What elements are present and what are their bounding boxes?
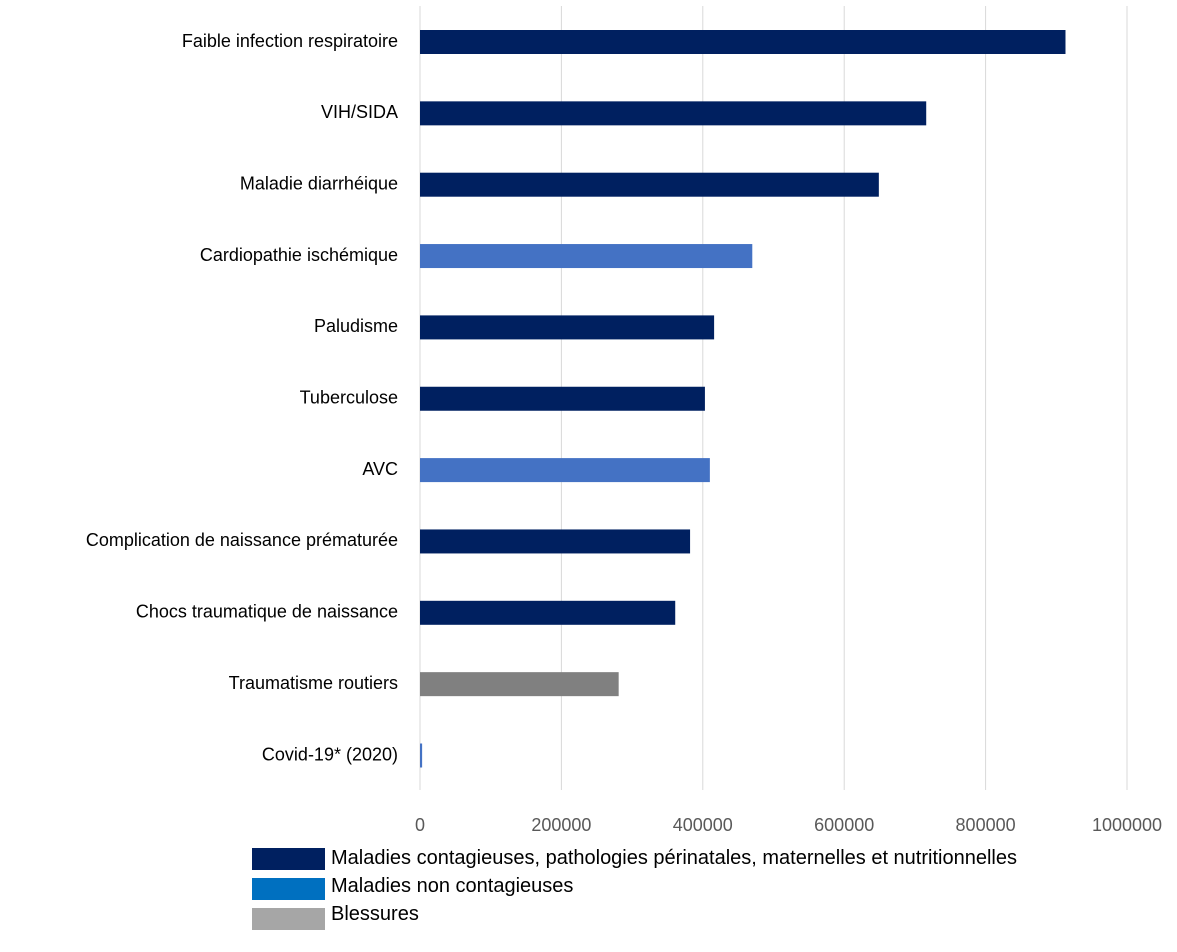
y-tick-label: VIH/SIDA — [321, 102, 398, 122]
y-tick-label: Covid-19* (2020) — [262, 744, 398, 764]
legend-swatch — [252, 908, 325, 930]
bar — [420, 172, 879, 197]
legend-label: Blessures — [331, 903, 419, 925]
legend-label: Maladies contagieuses, pathologies périn… — [331, 847, 1017, 869]
x-tick-label: 600000 — [814, 815, 874, 835]
legend-label: Maladies non contagieuses — [331, 875, 574, 897]
x-tick-label: 400000 — [673, 815, 733, 835]
y-tick-label: Traumatisme routiers — [229, 673, 398, 693]
y-tick-label: Faible infection respiratoire — [182, 31, 398, 51]
legend-swatch — [252, 878, 325, 900]
x-tick-label: 800000 — [956, 815, 1016, 835]
y-tick-label: AVC — [362, 459, 398, 479]
legend-swatch — [252, 848, 325, 870]
legend: Maladies contagieuses, pathologies périn… — [331, 844, 1021, 928]
bar — [420, 30, 1066, 54]
bar — [420, 458, 710, 483]
x-tick-label: 0 — [415, 815, 425, 835]
bar — [420, 529, 691, 554]
y-tick-label: Complication de naissance prématurée — [86, 530, 398, 550]
x-tick-label: 200000 — [531, 815, 591, 835]
chart: 0 200000 400000 600000 800000 1000000 Faible i… — [86, 6, 1162, 835]
x-tick-label: 1000000 — [1092, 815, 1162, 835]
y-tick-label: Tuberculose — [300, 388, 398, 408]
bar — [420, 672, 619, 697]
bar — [420, 101, 927, 126]
y-tick-label: Chocs traumatique de naissance — [136, 602, 398, 622]
bar — [420, 743, 423, 768]
y-tick-label: Maladie diarrhéique — [240, 173, 398, 193]
bar — [420, 600, 676, 625]
bar — [420, 315, 715, 340]
bar — [420, 386, 705, 411]
y-tick-label: Cardiopathie ischémique — [200, 245, 398, 265]
y-tick-label: Paludisme — [314, 316, 398, 336]
bar — [420, 244, 753, 269]
